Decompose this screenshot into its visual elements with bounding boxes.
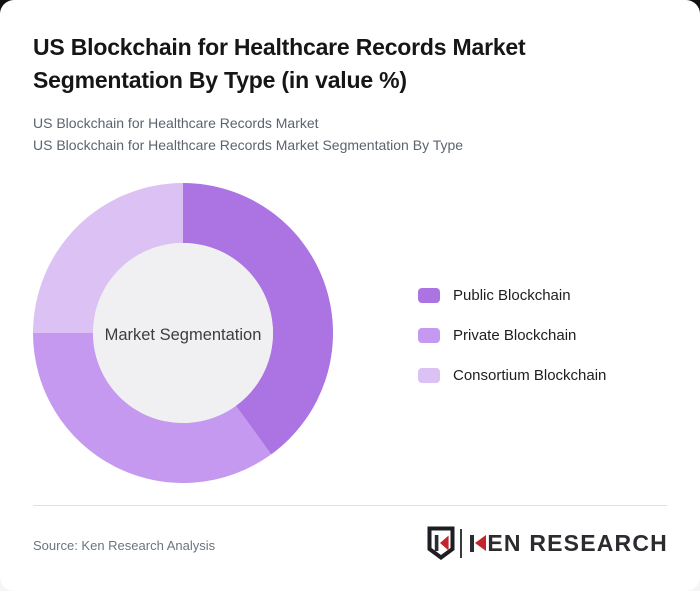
ken-research-logo: EN RESEARCH (427, 526, 668, 560)
legend-label-consortium-blockchain: Consortium Blockchain (453, 367, 607, 384)
legend-label-public-blockchain: Public Blockchain (453, 287, 571, 304)
ken-research-shield-icon (427, 526, 455, 560)
chart-legend: Public Blockchain Private Blockchain Con… (418, 287, 606, 384)
legend-label-private-blockchain: Private Blockchain (453, 327, 577, 344)
donut-center-circle (93, 243, 273, 423)
subtitle-line-2: US Blockchain for Healthcare Records Mar… (33, 136, 464, 153)
donut-chart: Market Segmentation (33, 183, 333, 483)
legend-swatch-public-blockchain (418, 288, 440, 303)
subtitle-line-1: US Blockchain for Healthcare Records Mar… (33, 115, 319, 131)
legend-item-consortium-blockchain: Consortium Blockchain (418, 367, 606, 384)
subtitle-block: US Blockchain for Healthcare Records Mar… (33, 113, 463, 156)
footer-divider (33, 505, 667, 506)
donut-segment-private-blockchain (33, 333, 272, 483)
logo-divider-bar (460, 528, 463, 558)
legend-swatch-private-blockchain (418, 328, 440, 343)
logo-wordmark-rest: EN RESEARCH (487, 529, 668, 556)
source-note: Source: Ken Research Analysis (33, 538, 216, 553)
legend-item-private-blockchain: Private Blockchain (418, 327, 606, 344)
page-title: US Blockchain for Healthcare Records Mar… (33, 34, 526, 93)
donut-segment-consortium-blockchain (33, 183, 183, 333)
donut-segment-public-blockchain (183, 183, 333, 455)
donut-center-label: Market Segmentation (105, 326, 262, 344)
legend-item-public-blockchain: Public Blockchain (418, 287, 606, 304)
logo-k-glyph (470, 534, 487, 552)
legend-swatch-consortium-blockchain (418, 368, 440, 383)
donut-chart-area: Market Segmentation (33, 183, 333, 483)
logo-wordmark: EN RESEARCH (470, 530, 668, 557)
